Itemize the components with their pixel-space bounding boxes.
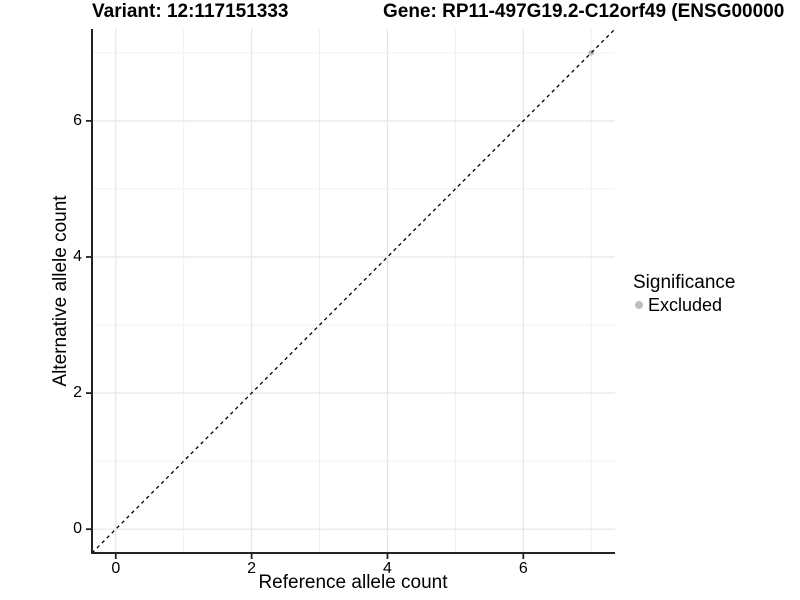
gridlines-major (92, 29, 615, 553)
identity-line (91, 28, 616, 554)
plot-title-gene: Gene: RP11-497G19.2-C12orf49 (ENSG00000 (383, 1, 785, 22)
y-tick-label: 0 (73, 520, 82, 538)
x-tick-label: 4 (383, 560, 392, 577)
axis-lines (91, 29, 615, 554)
legend: Significance Excluded (631, 272, 735, 315)
x-tick-label: 6 (518, 560, 528, 577)
gridlines-minor (92, 29, 615, 553)
legend-item-excluded: Excluded (631, 295, 735, 315)
legend-title: Significance (633, 272, 736, 293)
x-axis-title: Reference allele count (258, 572, 448, 593)
x-tick-label: 2 (247, 560, 257, 577)
y-tick-label: 4 (73, 247, 82, 265)
axis-tick-marks (86, 119, 525, 559)
legend-item-label: Excluded (648, 295, 723, 315)
x-tick-label: 0 (111, 560, 121, 577)
y-tick-label: 2 (73, 384, 82, 402)
y-tick-label: 6 (73, 111, 82, 129)
y-axis-title: Alternative allele count (50, 195, 71, 387)
excluded-point-icon (635, 301, 643, 309)
plot-title-variant: Variant: 12:117151333 (92, 1, 289, 22)
